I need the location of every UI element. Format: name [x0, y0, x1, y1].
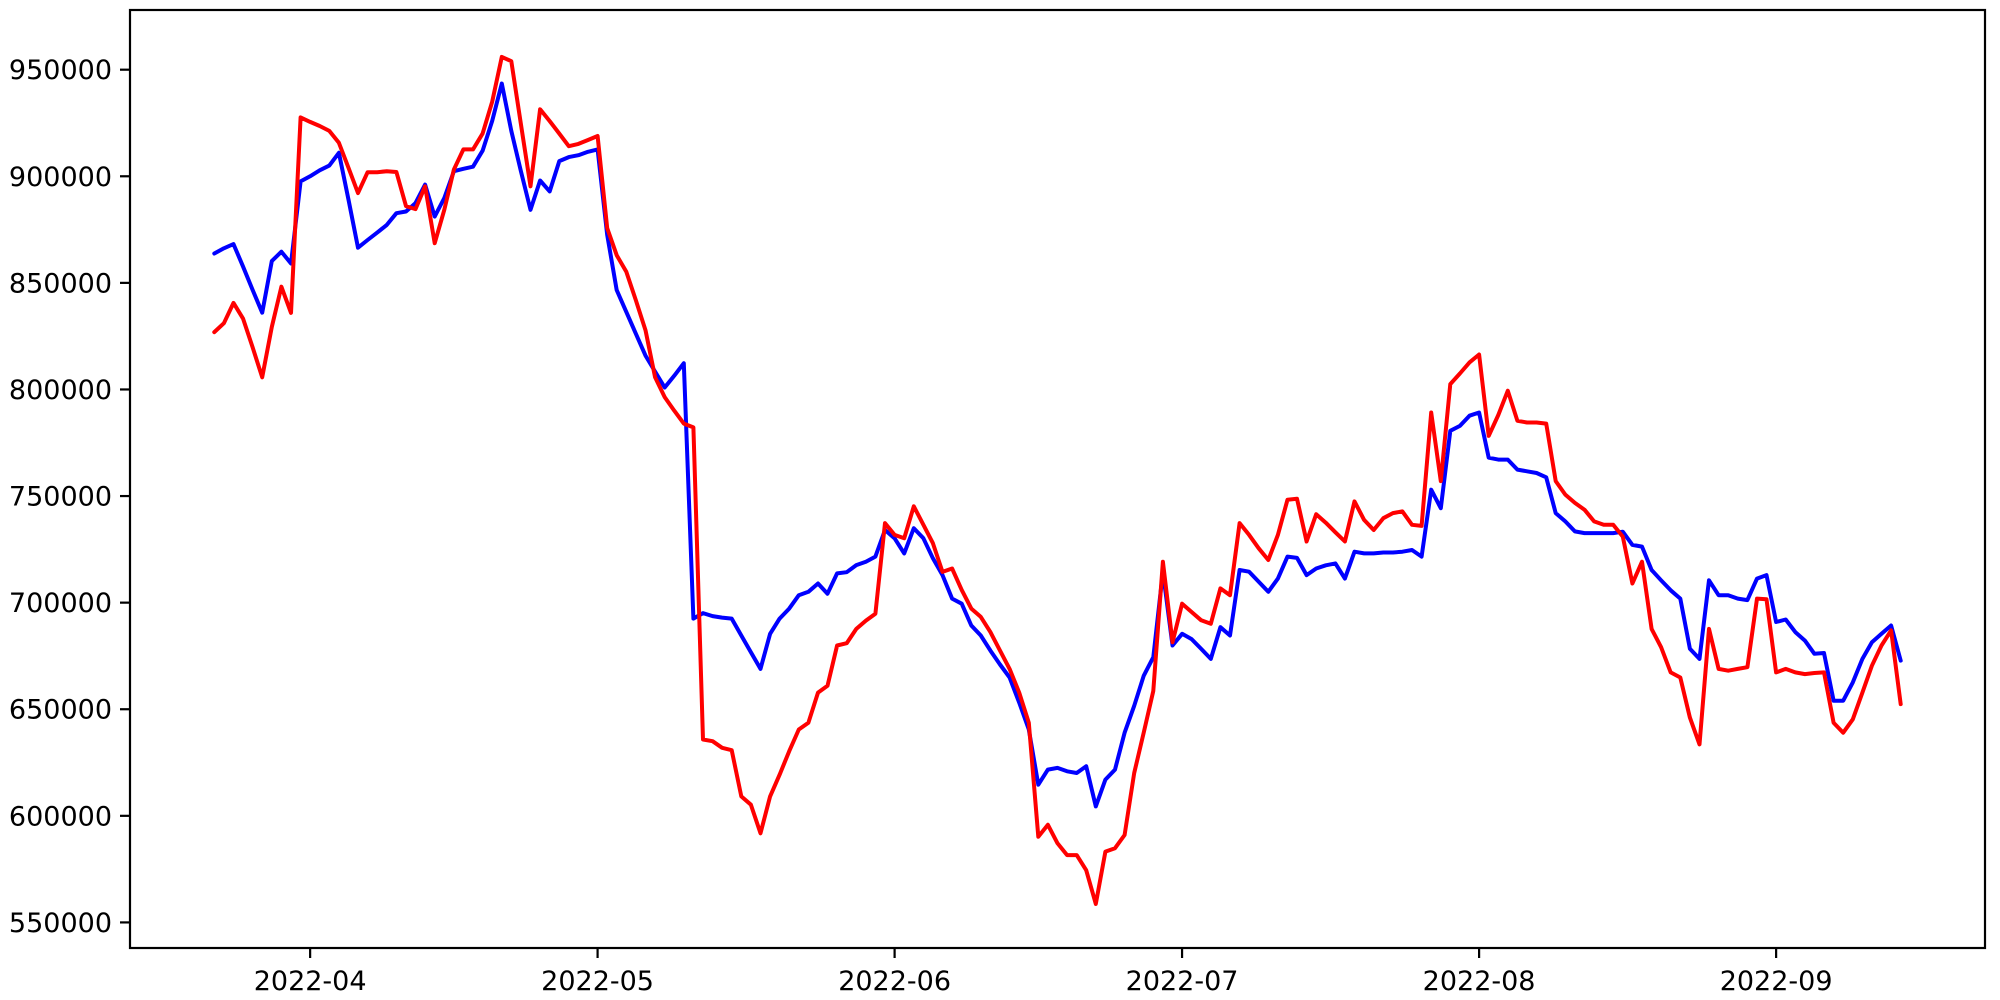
series-lines	[212, 54, 1903, 906]
y-tick-label: 750000	[9, 482, 112, 513]
y-tick-label: 600000	[9, 801, 112, 832]
y-tick-label: 650000	[9, 695, 112, 726]
x-tick-label: 2022-04	[254, 966, 367, 997]
x-tick-label: 2022-07	[1126, 966, 1239, 997]
plot-frame	[128, 8, 1987, 950]
y-tick-label: 550000	[9, 908, 112, 939]
y-tick-label: 700000	[9, 588, 112, 619]
axes-frame	[128, 8, 1987, 950]
y-tick-label: 950000	[9, 55, 112, 86]
y-tick-label: 850000	[9, 268, 112, 299]
series-red-line	[212, 54, 1903, 906]
axis-ticks	[120, 68, 1778, 958]
x-tick-label: 2022-05	[541, 966, 654, 997]
x-tick-label: 2022-09	[1720, 966, 1833, 997]
x-tick-label: 2022-06	[838, 966, 951, 997]
y-tick-label: 900000	[9, 162, 112, 193]
y-tick-label: 800000	[9, 375, 112, 406]
x-tick-label: 2022-08	[1423, 966, 1536, 997]
axis-labels: 550000 600000 650000 700000 750000 800000 8500…	[9, 55, 1833, 997]
